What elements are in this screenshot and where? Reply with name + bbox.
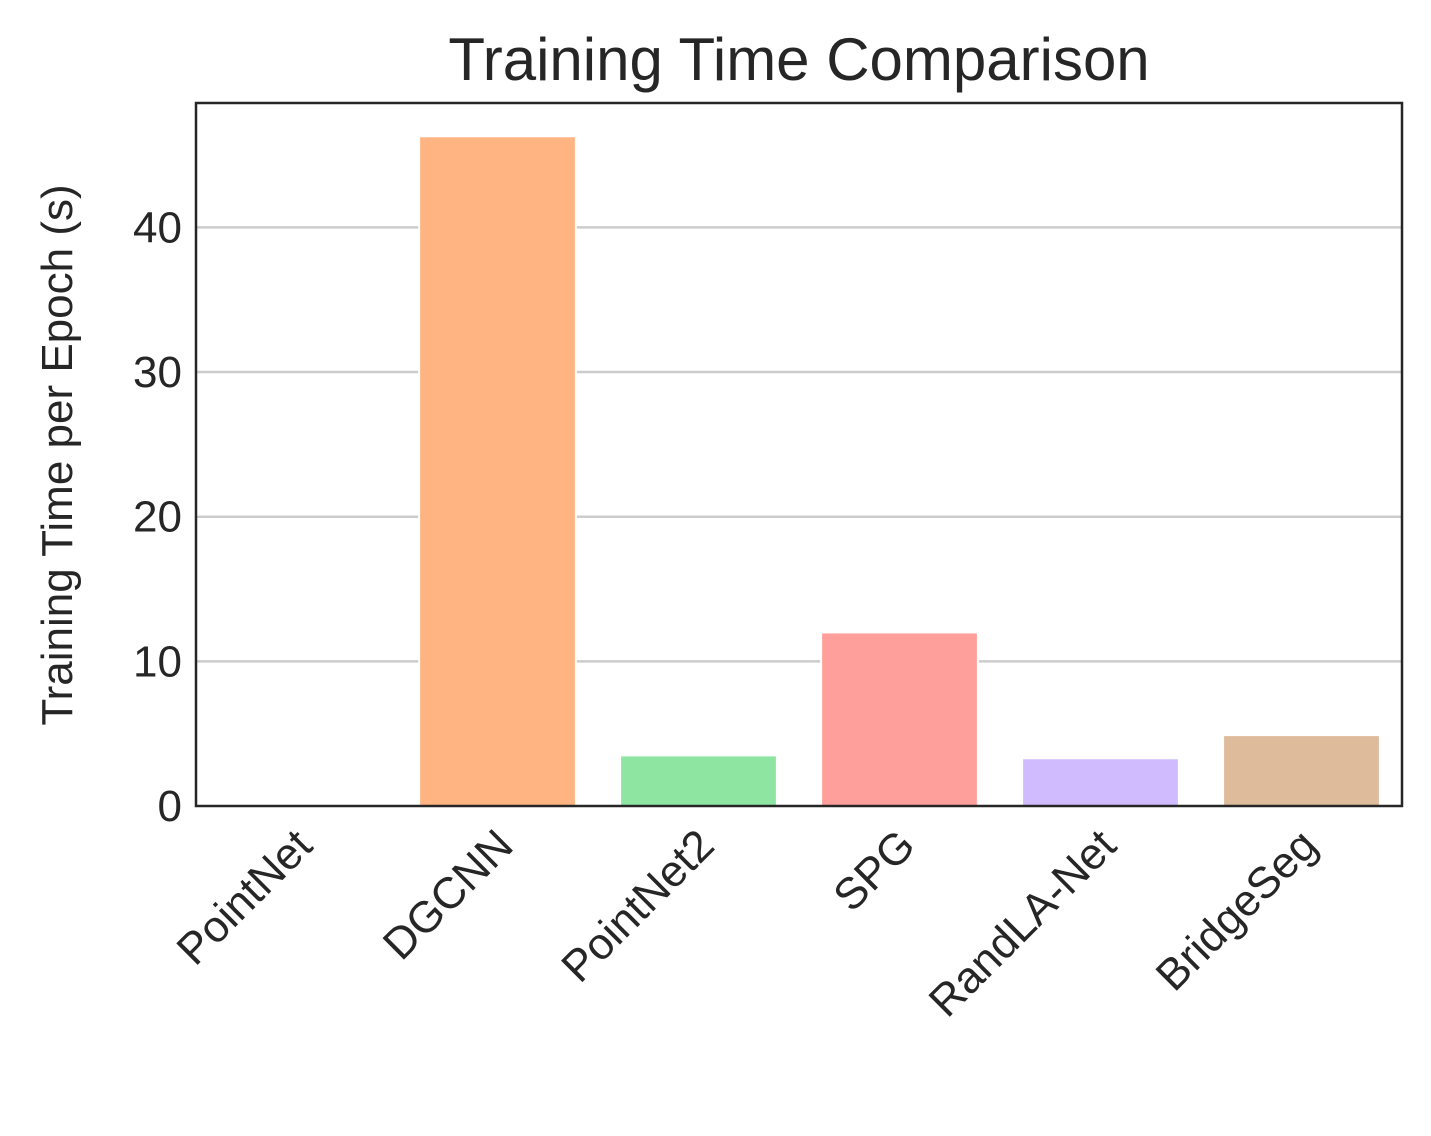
bar-dgcnn (418, 135, 577, 808)
x-tick-label: BridgeSeg (1147, 820, 1327, 1000)
y-tick-label: 20 (133, 493, 182, 542)
x-tick-label: PointNet (168, 820, 322, 974)
bar-pointnet2 (619, 754, 778, 808)
gridlines (196, 226, 1402, 663)
x-tick-label: SPG (824, 820, 924, 920)
y-tick-label: 0 (158, 782, 182, 831)
bar-bridgeseg (1222, 734, 1381, 807)
bar-spg (820, 631, 979, 807)
x-tick-label: DGCNN (374, 820, 523, 969)
y-axis-label: Training Time per Epoch (s) (33, 184, 82, 725)
x-tick-label: RandLA-Net (920, 820, 1126, 1026)
x-tick-label: PointNet2 (552, 820, 723, 991)
plot-frame (194, 101, 1404, 808)
bars (217, 135, 1381, 808)
chart-title: Training Time Comparison (448, 26, 1149, 93)
y-tick-label: 40 (133, 203, 182, 252)
y-tick-label: 10 (133, 637, 182, 686)
y-tick-label: 30 (133, 348, 182, 397)
bar-randla-net (1021, 757, 1180, 808)
y-tick-labels: 0 10 20 30 40 (133, 203, 182, 831)
